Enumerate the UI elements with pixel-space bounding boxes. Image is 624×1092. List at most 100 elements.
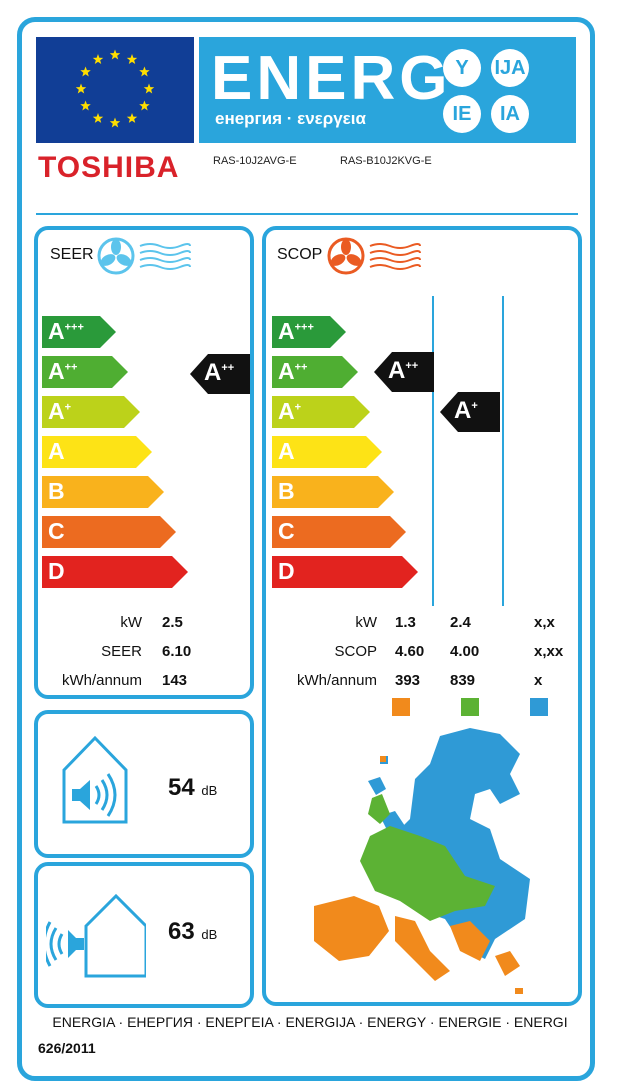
scop-title: SCOP xyxy=(277,246,323,263)
scop-kwh-value-average: 839 xyxy=(450,672,476,689)
eu-star-icon xyxy=(75,83,87,94)
scop-rating-arrow-warm: A++ xyxy=(374,352,434,392)
energy-banner: ENERG енергия · ενεργεια Y IJA IE IA xyxy=(199,37,576,143)
scop-class-letter: A xyxy=(278,318,295,344)
scop-class-sup: ++ xyxy=(294,361,308,374)
eu-star-icon xyxy=(80,66,91,77)
seer-class-letter: B xyxy=(48,478,65,504)
seer-kw-value: 2.5 xyxy=(162,614,183,631)
heating-fan-icon xyxy=(326,236,426,281)
indoor-noise-panel xyxy=(34,710,254,858)
eu-star-icon xyxy=(139,100,150,111)
scop-class-bar: A++ xyxy=(272,356,358,388)
scop-class-bar: A+ xyxy=(272,396,370,428)
regulation-number: 626/2011 xyxy=(38,1040,96,1056)
seer-class-letter: A xyxy=(48,358,65,384)
eu-star-icon xyxy=(139,66,150,77)
seer-class-bar: D xyxy=(42,556,188,588)
energy-word: ENERG xyxy=(211,44,452,113)
seer-panel xyxy=(34,226,254,699)
scop-class-letter: D xyxy=(278,558,295,584)
brand-name: TOSHIBA xyxy=(38,151,180,184)
scop-class-letter: A xyxy=(278,398,295,424)
outdoor-noise-unit: dB xyxy=(201,927,218,942)
eu-star-icon xyxy=(143,83,155,94)
suffix-y: Y xyxy=(443,49,481,87)
seer-class-bar: A xyxy=(42,436,152,468)
scop-scop-label: SCOP xyxy=(334,643,377,660)
seer-class-letter: C xyxy=(48,518,65,544)
eu-star-icon xyxy=(92,54,104,64)
indoor-noise-number: 54 xyxy=(168,774,195,801)
seer-class-letter: A xyxy=(48,438,65,464)
indoor-noise-unit: dB xyxy=(201,783,218,798)
label-frame xyxy=(17,17,595,1081)
scop-kwh-label: kWh/annum xyxy=(296,672,377,689)
zone-swatch-warm xyxy=(392,698,410,716)
seer-class-bar: C xyxy=(42,516,176,548)
model-outdoor: RAS-B10J2KVG-E xyxy=(340,155,432,167)
scop-class-letter: A xyxy=(278,438,295,464)
scop-class-letter: C xyxy=(278,518,295,544)
scop-kw-value-cold: x,x xyxy=(534,614,555,631)
scop-rating-sup: ++ xyxy=(405,360,419,372)
footer-languages: ENERGIA · ЕНЕРГИЯ · ΕΝΕΡΓΕΙΑ · ENERGIJA … xyxy=(52,1014,568,1030)
scop-class-bar: B xyxy=(272,476,394,508)
scop-scop-value-warm: 4.60 xyxy=(395,643,425,660)
indoor-sound-icon xyxy=(60,734,130,829)
scop-class-letter: B xyxy=(278,478,295,504)
scop-column-divider xyxy=(502,296,504,606)
suffix-ija: IJA xyxy=(491,49,529,87)
scop-scop-value-cold: x,xx xyxy=(534,643,564,660)
seer-kwh-value: 143 xyxy=(162,672,188,689)
eu-star-icon xyxy=(109,49,121,60)
seer-rating-letter: A xyxy=(204,359,222,386)
scop-kw-value-average: 2.4 xyxy=(450,614,471,631)
seer-seer-label: SEER xyxy=(101,643,142,660)
scop-class-bar: A+++ xyxy=(272,316,346,348)
scop-class-sup: +++ xyxy=(294,321,314,334)
seer-class-bar: B xyxy=(42,476,164,508)
outdoor-noise-number: 63 xyxy=(168,918,195,945)
suffix-ia: IA xyxy=(491,95,529,133)
scop-class-bar: D xyxy=(272,556,418,588)
seer-class-letter: D xyxy=(48,558,65,584)
seer-class-sup: +++ xyxy=(64,321,84,334)
zone-swatch-average xyxy=(461,698,479,716)
eu-star-icon xyxy=(109,117,121,128)
seer-class-bar: A++ xyxy=(42,356,128,388)
scop-kw-value-warm: 1.3 xyxy=(395,614,416,631)
seer-class-bar: A+++ xyxy=(42,316,116,348)
scop-class-letter: A xyxy=(278,358,295,384)
eu-star-icon xyxy=(80,100,91,111)
eu-star-icon xyxy=(92,112,104,123)
seer-rating-arrow: A++ xyxy=(190,354,250,394)
eu-star-icon xyxy=(126,112,138,123)
seer-class-sup: ++ xyxy=(64,361,78,374)
indoor-noise-value: 54 dB xyxy=(168,774,217,802)
europe-climate-zones-map xyxy=(300,726,540,1001)
outdoor-sound-icon xyxy=(42,890,148,985)
eu-flag-icon xyxy=(36,37,194,143)
model-indoor: RAS-10J2AVG-E xyxy=(213,155,297,167)
seer-title: SEER xyxy=(50,246,94,263)
seer-class-bar: A+ xyxy=(42,396,140,428)
eu-star-icon xyxy=(126,54,138,64)
scop-class-bar: A xyxy=(272,436,382,468)
seer-kwh-label: kWh/annum xyxy=(61,672,142,689)
seer-kw-label: kW xyxy=(120,614,142,631)
outdoor-noise-panel xyxy=(34,862,254,1008)
scop-rating-letter: A xyxy=(388,357,406,384)
outdoor-noise-value: 63 dB xyxy=(168,918,217,946)
divider xyxy=(36,213,578,215)
seer-rating-sup: ++ xyxy=(221,362,235,374)
scop-rating-letter: A xyxy=(454,397,472,424)
energy-subtitle: енергия · ενεργεια xyxy=(215,109,366,128)
suffix-ie: IE xyxy=(443,95,481,133)
scop-column-divider xyxy=(432,296,434,606)
seer-class-letter: A xyxy=(48,318,65,344)
scop-kw-label: kW xyxy=(355,614,377,631)
seer-class-sup: + xyxy=(64,401,72,414)
scop-scop-value-average: 4.00 xyxy=(450,643,480,660)
zone-swatch-cold xyxy=(530,698,548,716)
